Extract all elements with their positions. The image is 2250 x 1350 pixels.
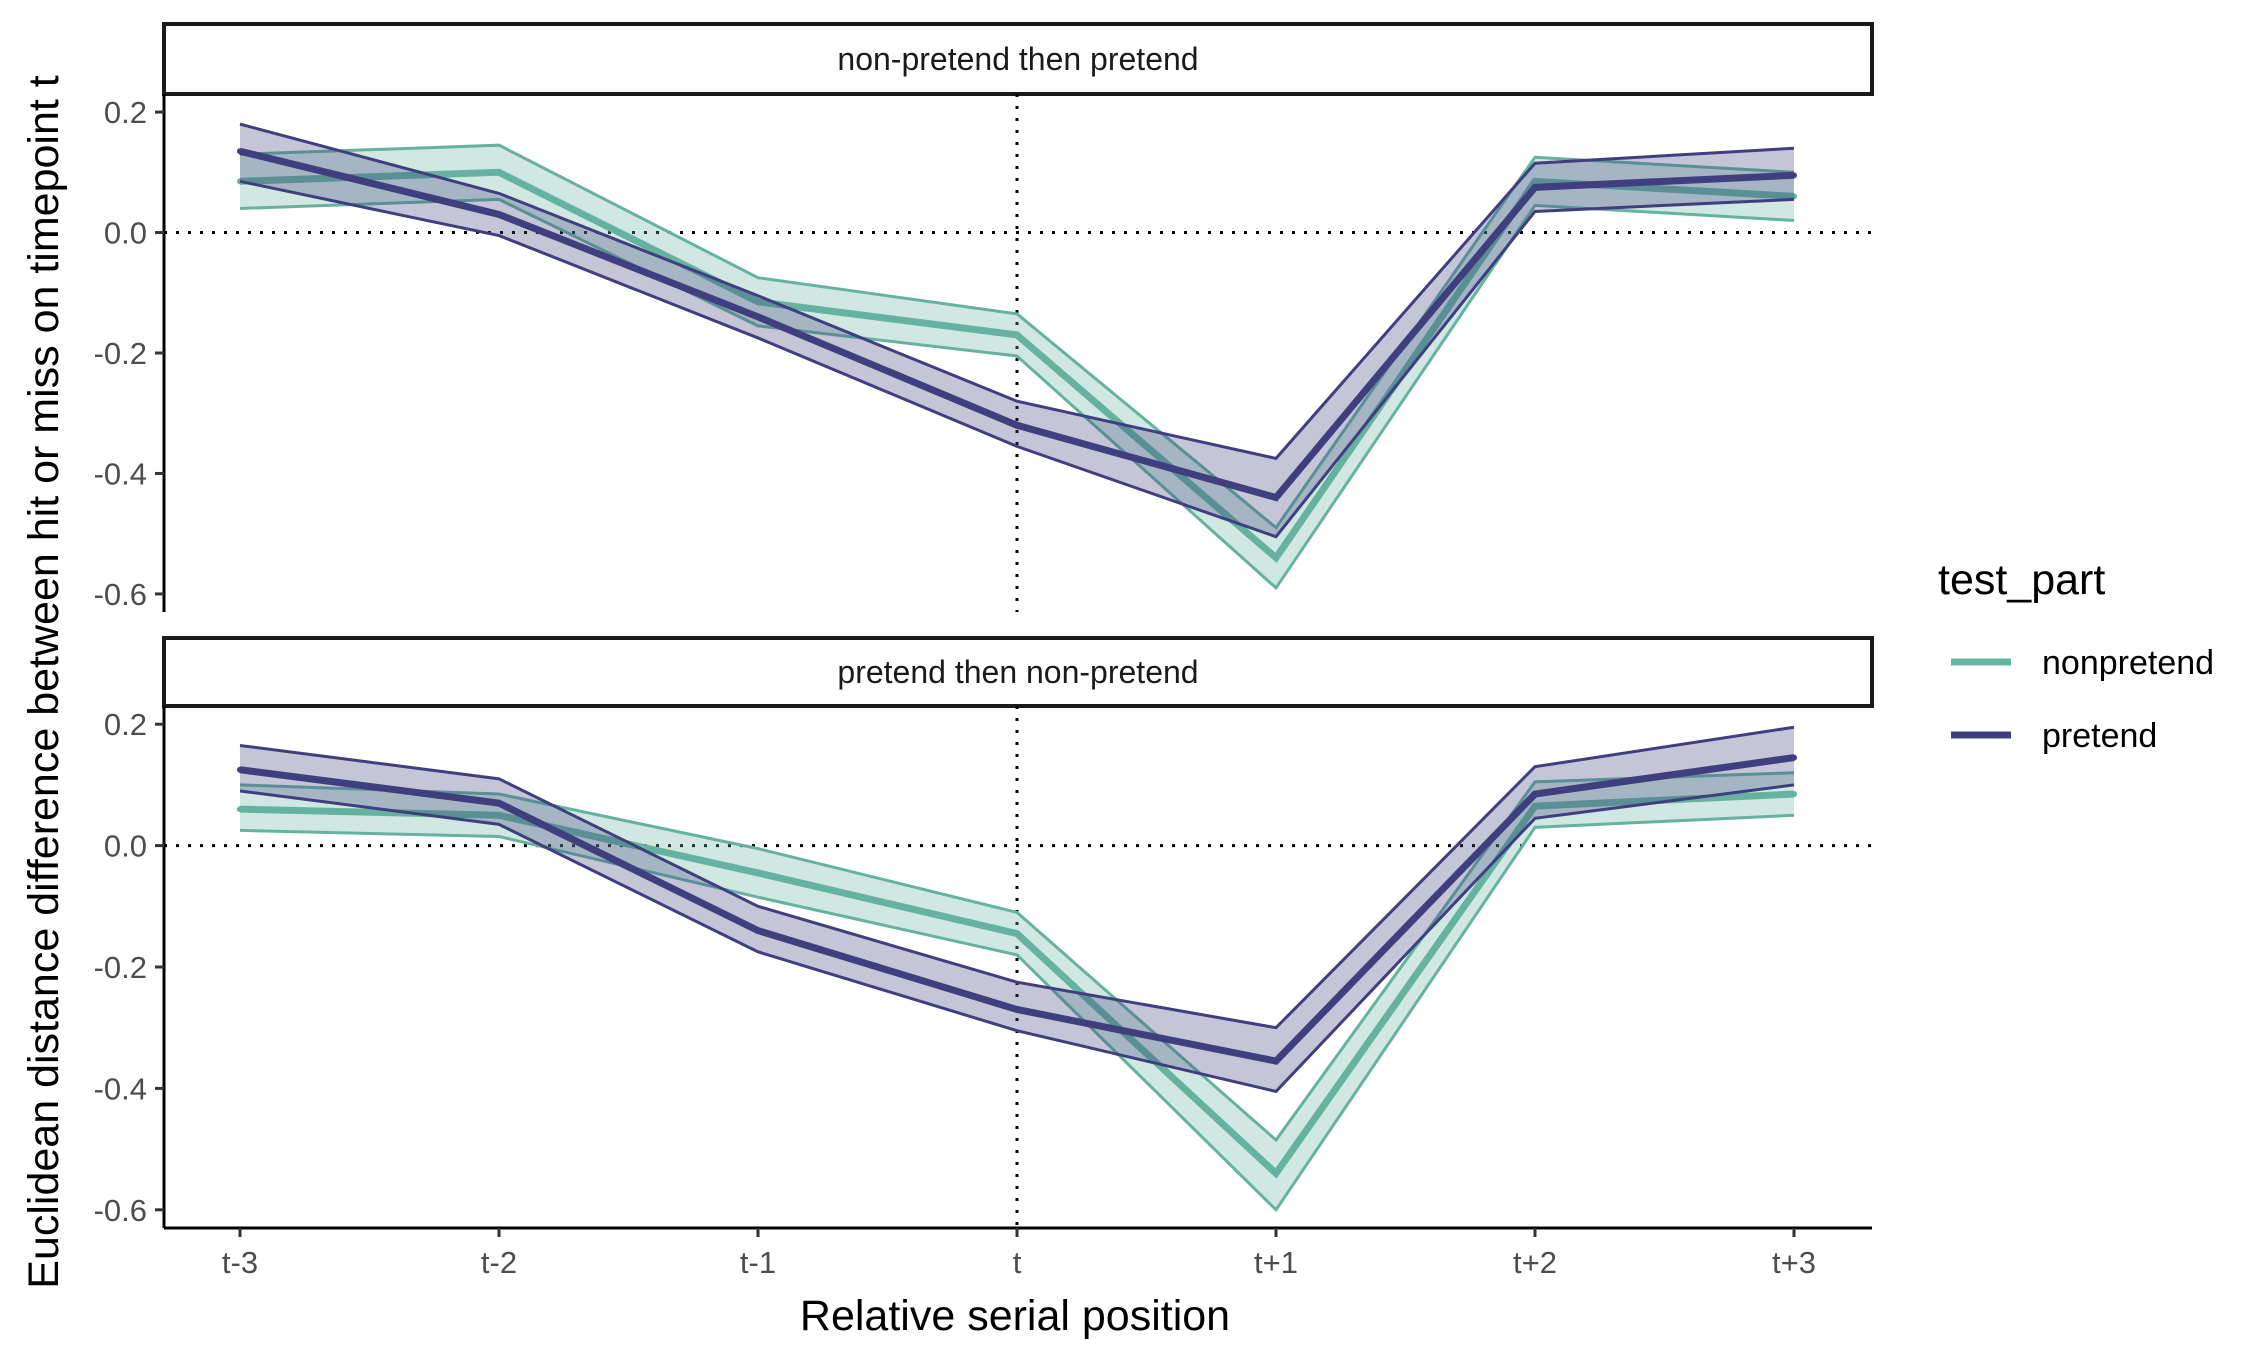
data-point	[1532, 178, 1538, 185]
ribbon-lower-edge	[239, 783, 1795, 1094]
ribbon-upper-edge	[239, 143, 1795, 530]
ribbon-lower-edge	[239, 179, 1795, 539]
strip-label: pretend then non-pretend	[837, 654, 1198, 690]
data-point	[755, 313, 761, 320]
data-point	[1014, 930, 1020, 937]
ribbon-lower-edge	[239, 197, 1795, 591]
x-tick-label: t	[1013, 1245, 1022, 1280]
data-point	[1014, 331, 1020, 338]
ribbon-upper-edge	[239, 725, 1795, 1030]
chart-panels: non-pretend then pretend 0.2 0.0 -0.2 -0.4 -0…	[94, 22, 1874, 1280]
legend-entries: nonpretend pretend	[1951, 644, 2214, 755]
confidence-ribbon	[240, 145, 1794, 588]
ribbon-upper-edge	[239, 122, 1795, 461]
legend: test_part nonpretend pretend	[1938, 556, 2214, 755]
series-pretend	[237, 122, 1797, 539]
strip-box	[162, 22, 1874, 96]
data-point	[1532, 791, 1538, 798]
ribbon-lower-edge	[239, 813, 1795, 1213]
x-tick-label: t+3	[1772, 1245, 1816, 1280]
x-tick-label: t+1	[1254, 1245, 1298, 1280]
x-tick-label: t-3	[222, 1245, 258, 1280]
data-point	[1791, 193, 1797, 200]
y-tick-label: 0.2	[104, 95, 147, 130]
x-tick-label: t+2	[1513, 1245, 1557, 1280]
confidence-ribbon	[240, 772, 1794, 1210]
y-tick-label: -0.4	[94, 1071, 147, 1106]
legend-entry-pretend: pretend	[1951, 717, 2157, 755]
legend-label: nonpretend	[2042, 644, 2214, 682]
series-nonpretend	[237, 143, 1797, 591]
data-point	[1791, 791, 1797, 798]
data-point	[496, 169, 502, 176]
data-point	[1273, 1058, 1279, 1065]
data-point	[496, 800, 502, 807]
data-point	[1273, 1170, 1279, 1177]
series-nonpretend	[237, 771, 1797, 1213]
data-point	[237, 148, 243, 155]
data-point	[1791, 754, 1797, 761]
legend-entry-nonpretend: nonpretend	[1951, 644, 2214, 682]
data-point	[1273, 494, 1279, 501]
data-point	[755, 927, 761, 934]
data-point	[755, 869, 761, 876]
data-point	[496, 211, 502, 218]
data-point	[237, 806, 243, 813]
data-point	[1532, 803, 1538, 810]
panel-2: pretend then non-pretend 0.2 0.0 -0.2 -0.4 -0…	[94, 636, 1874, 1280]
data-point	[1791, 172, 1797, 179]
y-tick-label: 0.2	[104, 707, 147, 742]
data-point	[1014, 1006, 1020, 1013]
data-point	[755, 298, 761, 305]
panel-1: non-pretend then pretend 0.2 0.0 -0.2 -0.4 -0…	[94, 22, 1874, 612]
series-pretend	[237, 725, 1797, 1094]
data-point	[1532, 184, 1538, 191]
y-tick-label: -0.2	[94, 336, 147, 371]
y-tick-label: 0.0	[104, 829, 147, 864]
y-axis-title: Euclidean distance difference between hi…	[20, 75, 68, 1289]
y-tick-label: 0.0	[104, 216, 147, 251]
ribbon-upper-edge	[239, 771, 1795, 1143]
y-tick-label: -0.4	[94, 456, 147, 491]
legend-label: pretend	[2042, 717, 2157, 755]
x-tick-label: t-1	[740, 1245, 776, 1280]
y-tick-label: -0.6	[94, 577, 147, 612]
x-tick-label: t-2	[481, 1245, 517, 1280]
x-axis-title: Relative serial position	[800, 1292, 1230, 1340]
y-tick-label: -0.2	[94, 950, 147, 985]
data-point	[1273, 554, 1279, 561]
y-tick-label: -0.6	[94, 1193, 147, 1228]
data-point	[237, 766, 243, 773]
confidence-ribbon	[240, 727, 1794, 1092]
strip-label: non-pretend then pretend	[837, 41, 1198, 77]
confidence-ribbon	[240, 124, 1794, 537]
legend-title: test_part	[1938, 556, 2105, 604]
data-point	[1014, 422, 1020, 429]
data-point	[496, 812, 502, 819]
